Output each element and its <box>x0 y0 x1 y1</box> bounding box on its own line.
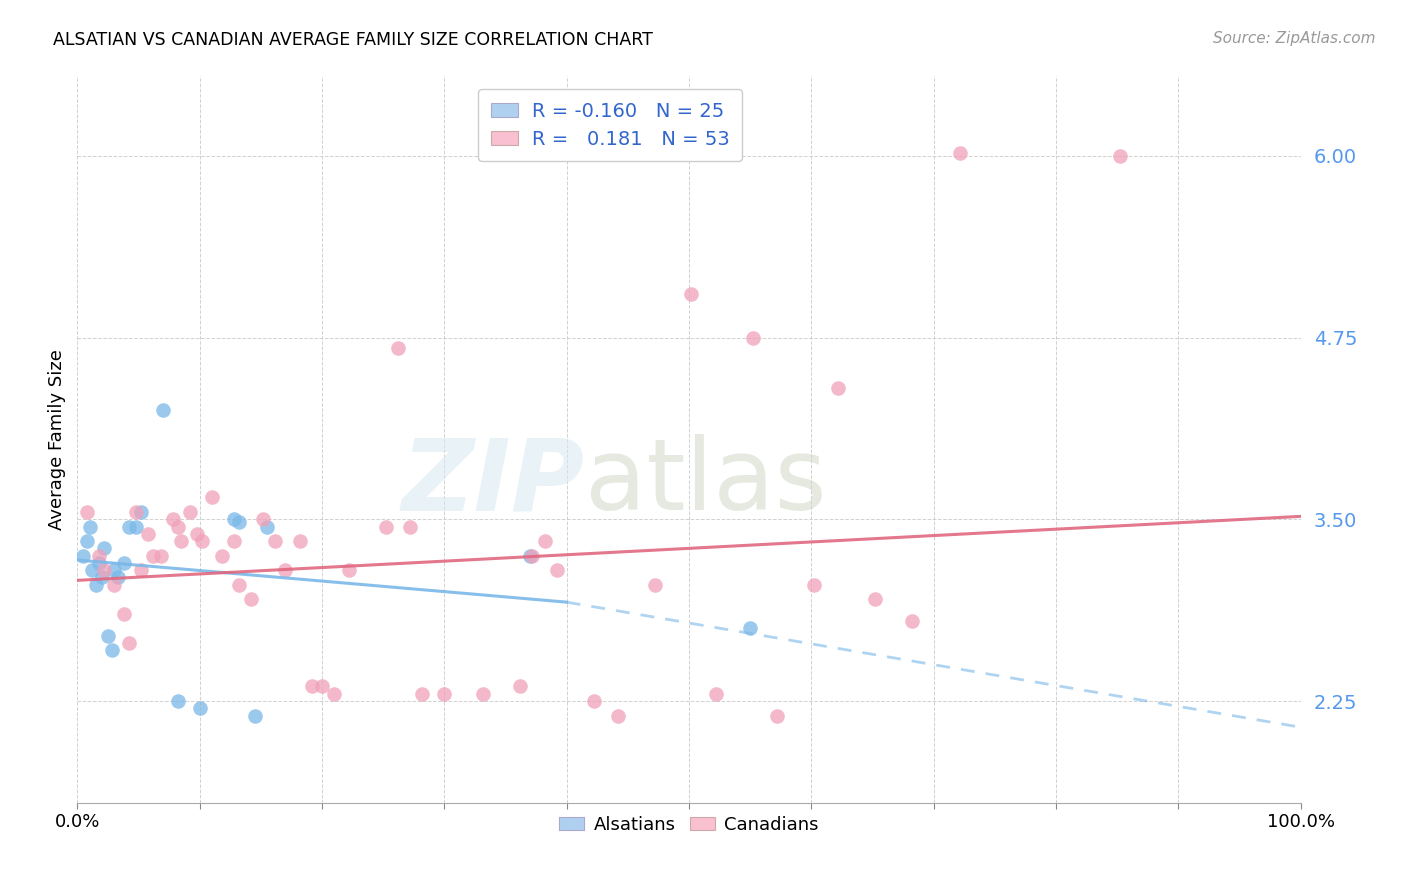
Point <box>89 549 111 563</box>
Text: Source: ZipAtlas.com: Source: ZipAtlas.com <box>1212 31 1375 46</box>
Point <box>89 556 111 570</box>
Point <box>112 607 135 621</box>
Point <box>264 534 287 549</box>
Point <box>949 145 972 160</box>
Point <box>399 519 422 533</box>
Point <box>522 549 544 563</box>
Point <box>387 341 409 355</box>
Text: ZIP: ZIP <box>402 434 585 532</box>
Point <box>240 592 263 607</box>
Point <box>76 505 98 519</box>
Point <box>79 519 101 533</box>
Point <box>162 512 184 526</box>
Point <box>740 621 762 635</box>
Point <box>186 526 208 541</box>
Point <box>118 636 141 650</box>
Point <box>149 549 172 563</box>
Point <box>76 534 98 549</box>
Point <box>900 614 922 628</box>
Point <box>519 549 541 563</box>
Point <box>191 534 214 549</box>
Point <box>644 578 666 592</box>
Point <box>107 570 129 584</box>
Point <box>472 687 495 701</box>
Point <box>704 687 727 701</box>
Point <box>129 505 152 519</box>
Y-axis label: Average Family Size: Average Family Size <box>48 349 66 530</box>
Point <box>179 505 201 519</box>
Point <box>90 570 112 584</box>
Point <box>827 381 849 395</box>
Point <box>125 519 148 533</box>
Point <box>103 578 125 592</box>
Point <box>301 680 323 694</box>
Point <box>288 534 311 549</box>
Point <box>681 287 703 301</box>
Point <box>129 563 152 577</box>
Point <box>170 534 193 549</box>
Legend: Alsatians, Canadians: Alsatians, Canadians <box>553 808 825 841</box>
Point <box>533 534 555 549</box>
Point <box>323 687 346 701</box>
Text: atlas: atlas <box>585 434 827 532</box>
Point <box>166 694 188 708</box>
Point <box>228 578 250 592</box>
Point <box>93 541 115 556</box>
Point <box>274 563 297 577</box>
Text: ALSATIAN VS CANADIAN AVERAGE FAMILY SIZE CORRELATION CHART: ALSATIAN VS CANADIAN AVERAGE FAMILY SIZE… <box>53 31 654 49</box>
Point <box>188 701 211 715</box>
Point <box>607 708 630 723</box>
Point <box>80 563 103 577</box>
Point <box>411 687 433 701</box>
Point <box>256 519 278 533</box>
Point <box>118 519 141 533</box>
Point <box>803 578 825 592</box>
Point <box>93 563 115 577</box>
Point <box>766 708 789 723</box>
Point <box>243 708 266 723</box>
Point <box>863 592 886 607</box>
Point <box>582 694 605 708</box>
Point <box>125 505 148 519</box>
Point <box>142 549 165 563</box>
Point <box>152 403 174 417</box>
Point <box>97 629 120 643</box>
Point <box>100 643 122 657</box>
Point <box>201 491 224 505</box>
Point <box>211 549 233 563</box>
Point <box>136 526 159 541</box>
Point <box>1108 149 1130 163</box>
Point <box>222 534 245 549</box>
Point <box>72 549 94 563</box>
Point <box>166 519 188 533</box>
Point <box>222 512 245 526</box>
Point <box>103 563 125 577</box>
Point <box>741 330 763 344</box>
Point <box>546 563 568 577</box>
Point <box>311 680 333 694</box>
Point <box>228 515 250 529</box>
Point <box>112 556 135 570</box>
Point <box>84 578 107 592</box>
Point <box>374 519 396 533</box>
Point <box>337 563 360 577</box>
Point <box>252 512 274 526</box>
Point <box>509 680 531 694</box>
Point <box>433 687 456 701</box>
